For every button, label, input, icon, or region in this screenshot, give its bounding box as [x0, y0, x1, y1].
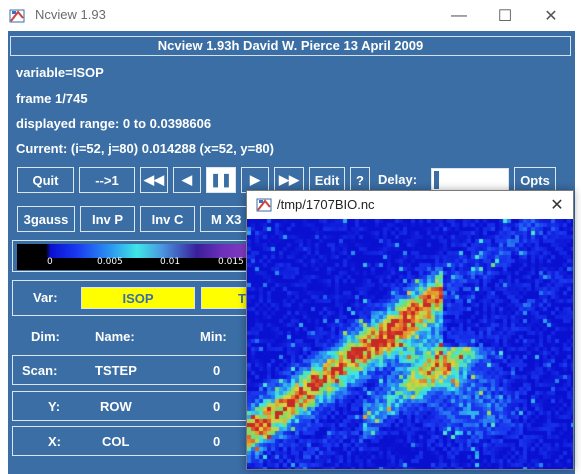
options-button[interactable]: Opts [514, 167, 556, 193]
edit-button[interactable]: Edit [309, 167, 345, 193]
colorbar-tick: 0.015 [218, 257, 244, 267]
delay-slider[interactable] [431, 168, 509, 192]
pause-button[interactable]: ❚❚ [206, 167, 236, 193]
dim-min: 0 [213, 399, 221, 414]
dim-label: X: [48, 434, 61, 449]
magnification-button[interactable]: M X3 [200, 206, 252, 232]
colorbar [17, 244, 257, 258]
step-back-button[interactable]: ◀ [173, 167, 201, 193]
variable-button-isop[interactable]: ISOP [81, 287, 195, 309]
fast-forward-button[interactable]: ▶▶ [274, 167, 304, 193]
image-window-titlebar[interactable]: /tmp/1707BIO.nc ✕ [247, 191, 573, 219]
range-info: displayed range: 0 to 0.0398606 [16, 116, 212, 131]
version-banner: Ncview 1.93h David W. Pierce 13 April 20… [10, 36, 571, 56]
maximize-button[interactable]: ☐ [497, 7, 513, 25]
delay-label: Delay: [378, 172, 418, 187]
gauss-button[interactable]: 3gauss [17, 206, 75, 232]
data-plot-canvas[interactable] [247, 219, 573, 469]
window-title: Ncview 1.93 [35, 7, 106, 22]
current-info: Current: (i=52, j=80) 0.014288 (x=52, y=… [16, 141, 274, 156]
colorbar-tick: 0.005 [97, 257, 123, 267]
image-window[interactable]: /tmp/1707BIO.nc ✕ [246, 190, 574, 470]
dim-label: Y: [48, 399, 61, 414]
variable-button-second[interactable]: T [201, 287, 248, 309]
dim-min: 0 [213, 434, 221, 449]
help-button[interactable]: ? [350, 167, 370, 193]
colorbar-labels: 0 0.005 0.01 0.015 [17, 257, 257, 270]
ncview-app-icon [9, 9, 25, 23]
invert-physical-button[interactable]: Inv P [80, 206, 135, 232]
dim-header: Dim: [31, 329, 60, 344]
dim-min: 0 [213, 363, 221, 378]
delay-slider-thumb[interactable] [434, 171, 439, 189]
variable-label: Var: [33, 290, 58, 305]
image-window-title: /tmp/1707BIO.nc [277, 197, 375, 212]
minimize-button[interactable]: — [451, 6, 467, 24]
image-window-close-button[interactable]: ✕ [550, 197, 564, 214]
quit-button[interactable]: Quit [17, 167, 74, 193]
dim-name: TSTEP [95, 363, 137, 378]
min-header: Min: [200, 329, 227, 344]
name-header: Name: [95, 329, 135, 344]
next-file-button[interactable]: -->1 [79, 167, 135, 193]
frame-info: frame 1/745 [16, 91, 88, 106]
colorbar-tick: 0 [47, 257, 53, 267]
dim-name: ROW [100, 399, 132, 414]
colorbar-tick: 0.01 [160, 257, 181, 267]
ncview-app-icon [256, 198, 272, 212]
invert-colormap-button[interactable]: Inv C [140, 206, 195, 232]
window-titlebar[interactable]: Ncview 1.93 — ☐ ✕ [0, 0, 581, 31]
dim-label: Scan: [22, 363, 58, 378]
dim-name: COL [102, 434, 130, 449]
variable-info: variable=ISOP [16, 65, 104, 80]
rewind-button[interactable]: ◀◀ [140, 167, 168, 193]
close-button[interactable]: ✕ [544, 7, 558, 25]
